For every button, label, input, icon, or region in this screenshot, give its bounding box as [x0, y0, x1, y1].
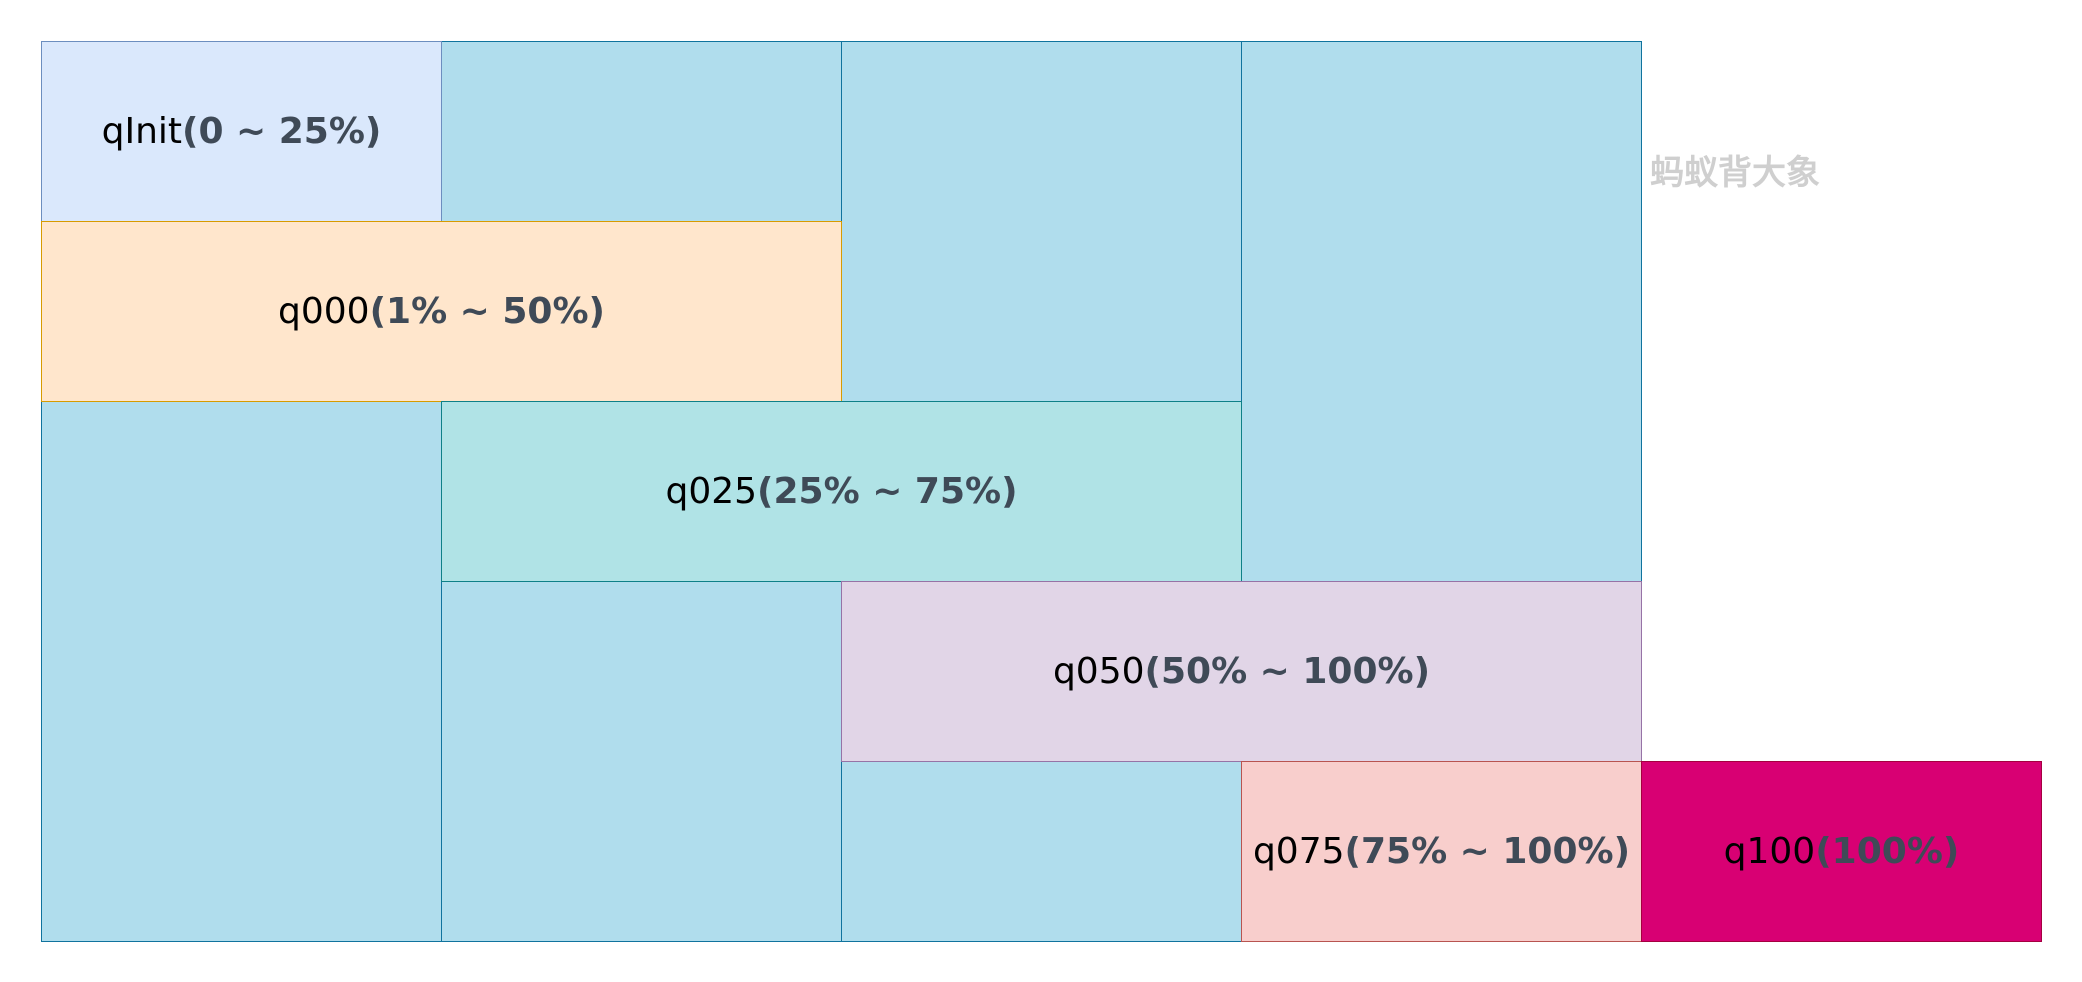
- background-cell: [1241, 41, 1642, 582]
- queue-range: (50% ~ 100%): [1144, 651, 1431, 692]
- queue-name: q025: [665, 471, 758, 512]
- queue-name: q050: [1052, 651, 1145, 692]
- queue-box-q075: q075 (75% ~ 100%): [1241, 761, 1642, 942]
- queue-box-q000: q000 (1% ~ 50%): [41, 221, 842, 402]
- queue-range: (100%): [1815, 831, 1960, 872]
- queue-box-q050: q050 (50% ~ 100%): [841, 581, 1642, 762]
- watermark-text: 蚂蚁背大象: [1650, 153, 1820, 193]
- queue-name: q075: [1252, 831, 1345, 872]
- queue-range: (25% ~ 75%): [757, 471, 1018, 512]
- queue-range: (0 ~ 25%): [182, 111, 382, 152]
- queue-box-qinit: qInit (0 ~ 25%): [41, 41, 442, 222]
- queue-box-q100: q100 (100%): [1641, 761, 2042, 942]
- queue-box-q025: q025 (25% ~ 75%): [441, 401, 1242, 582]
- queue-name: q100: [1723, 831, 1816, 872]
- queue-name: q000: [277, 291, 370, 332]
- queue-name: qInit: [101, 111, 183, 152]
- queue-range: (1% ~ 50%): [369, 291, 605, 332]
- queue-range: (75% ~ 100%): [1344, 831, 1631, 872]
